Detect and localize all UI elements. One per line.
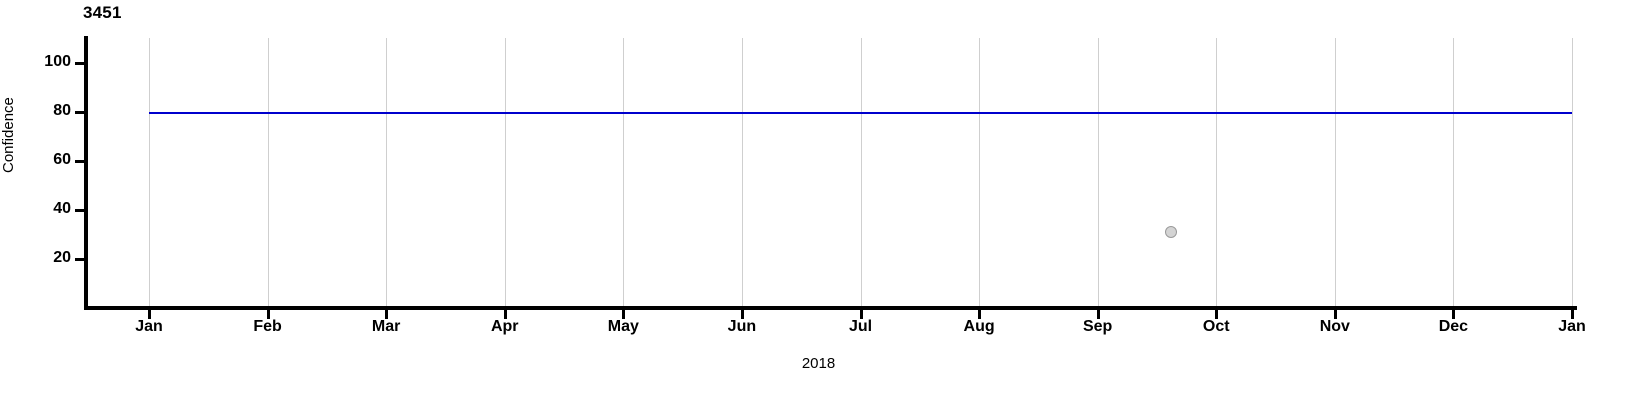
y-axis-tick-label: 40 (53, 199, 71, 217)
x-axis-tick-label: Jan (135, 318, 163, 335)
y-axis-tick (75, 208, 84, 212)
x-axis-tick-label: Dec (1438, 318, 1469, 335)
gridline (386, 38, 388, 308)
x-axis-tick-label: Jan (1558, 318, 1586, 335)
x-axis-tick-label: Jul (848, 318, 873, 335)
y-axis-tick (75, 61, 84, 65)
x-axis-tick-label: Sep (1082, 318, 1113, 335)
gridline (1097, 38, 1099, 308)
x-axis-tick (978, 310, 982, 319)
chart-title: 3451 (83, 3, 122, 22)
x-axis-tick (503, 310, 507, 319)
y-axis-tick-label: 60 (53, 150, 71, 168)
x-axis-tick-label: Jun (727, 318, 757, 335)
x-axis-line (84, 306, 1577, 310)
y-axis-line (84, 36, 88, 310)
gridline (860, 38, 862, 308)
gridline (1572, 38, 1573, 308)
x-axis-title: 2018 (801, 355, 836, 372)
x-axis-tick (385, 310, 389, 319)
gridline (1334, 38, 1336, 308)
gridline (149, 38, 150, 308)
gridline (1453, 38, 1455, 308)
x-axis-tick-label: Mar (371, 318, 401, 335)
y-axis-title: Confidence (0, 97, 17, 173)
y-axis-tick (75, 110, 84, 114)
x-axis-tick-label: Oct (1202, 318, 1230, 335)
x-axis-tick (1215, 310, 1219, 319)
threshold-line (149, 111, 1572, 114)
gridline (504, 38, 506, 308)
plot-area (87, 38, 1577, 308)
x-axis-tick-label: May (607, 318, 639, 335)
x-axis-tick-label: Apr (490, 318, 519, 335)
y-axis-tick-label: 100 (44, 52, 71, 70)
y-axis-tick-label: 80 (53, 101, 71, 119)
x-axis-tick-label: Feb (253, 318, 282, 335)
gridline (1216, 38, 1218, 308)
gridline (979, 38, 981, 308)
x-axis-tick (740, 310, 744, 319)
gridline (267, 38, 269, 308)
y-axis-tick (75, 257, 84, 261)
data-point[interactable] (1165, 225, 1178, 238)
x-axis-tick (622, 310, 626, 319)
x-axis-tick-label: Aug (963, 318, 995, 335)
y-axis-tick (75, 159, 84, 163)
x-axis-tick (266, 310, 270, 319)
x-axis-tick (1096, 310, 1100, 319)
x-axis-tick (1571, 310, 1574, 319)
x-axis-tick-label: Nov (1319, 318, 1350, 335)
x-axis-tick (148, 310, 151, 319)
y-axis-tick-label: 20 (53, 248, 71, 266)
x-axis-tick (859, 310, 863, 319)
gridline (741, 38, 743, 308)
x-axis-tick (1333, 310, 1337, 319)
x-axis-tick (1452, 310, 1456, 319)
gridline (623, 38, 625, 308)
